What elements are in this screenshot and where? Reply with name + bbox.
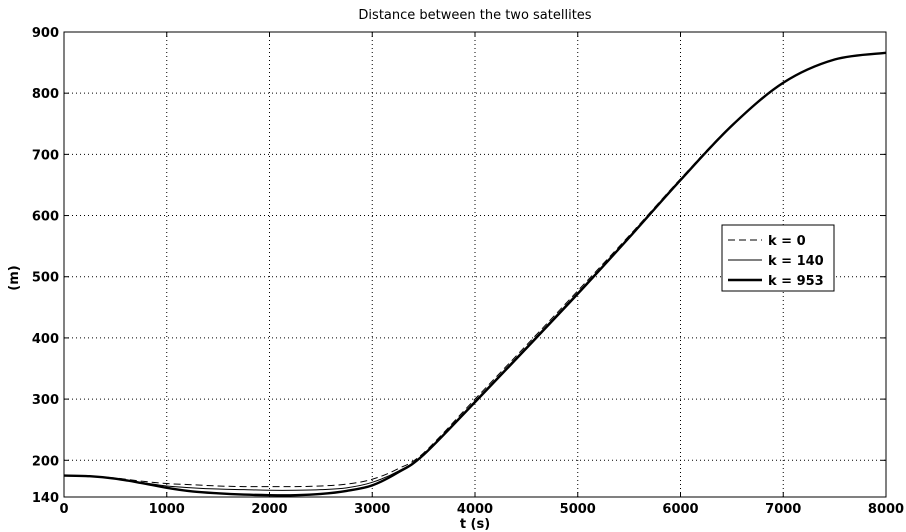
y-axis: 140 200 300 400 500 600 700 800 900 [32, 26, 886, 506]
x-tick-label: 5000 [560, 502, 596, 517]
x-tick-label: 7000 [765, 502, 801, 517]
series-line-0 [63, 52, 887, 488]
x-tick-label: 3000 [354, 502, 390, 517]
x-axis-label: t (s) [460, 517, 490, 532]
x-tick-label: 6000 [662, 502, 698, 517]
legend-label-1: k = 140 [768, 254, 824, 269]
y-tick-label: 140 [32, 491, 59, 506]
x-axis: 0 1000 2000 3000 4000 5000 6000 7000 8000 [59, 32, 904, 517]
y-axis-label: (m) [7, 265, 22, 290]
series-line-2 [63, 51, 887, 497]
legend: k = 0 k = 140 k = 953 [721, 224, 835, 292]
x-tick-label: 1000 [149, 502, 185, 517]
chart-title: Distance between the two satellites [358, 8, 591, 23]
x-tick-label: 2000 [251, 502, 287, 517]
y-tick-label: 200 [32, 454, 59, 469]
legend-label-2: k = 953 [768, 274, 824, 289]
y-tick-label: 400 [32, 332, 59, 347]
y-tick-label: 600 [32, 210, 59, 225]
series-group [63, 51, 887, 497]
y-tick-label: 800 [32, 87, 59, 102]
legend-label-0: k = 0 [768, 234, 806, 249]
y-tick-label: 300 [32, 393, 59, 408]
y-tick-label: 500 [32, 271, 59, 286]
x-tick-label: 4000 [457, 502, 493, 517]
x-tick-label: 0 [59, 502, 68, 517]
x-tick-label: 8000 [868, 502, 904, 517]
y-tick-label: 900 [32, 26, 59, 41]
y-tick-label: 700 [32, 148, 59, 163]
